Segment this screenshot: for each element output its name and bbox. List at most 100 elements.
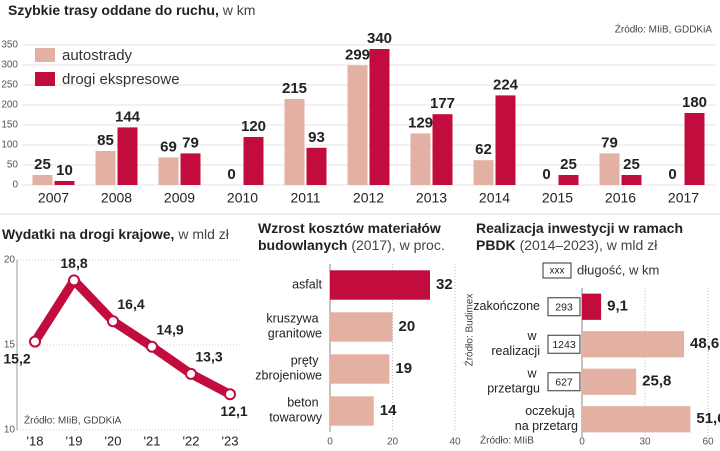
value-label: 13,3 (195, 349, 222, 365)
y-tick-label: 100 (1, 140, 18, 151)
chart-subtitle: w mld zł (178, 226, 229, 242)
value-label: 48,6 (690, 335, 719, 352)
value-label: 69 (160, 138, 177, 155)
value-label: 16,4 (117, 296, 144, 312)
value-label: 180 (682, 94, 707, 111)
bar (117, 127, 138, 185)
value-label: 299 (345, 46, 370, 63)
value-label: 15,2 (3, 350, 30, 366)
label-line: pręty (291, 354, 322, 368)
bar (32, 175, 53, 185)
value-label: 25 (560, 156, 577, 173)
bar (582, 406, 691, 433)
label-line: kruszywa (266, 312, 322, 326)
line (31, 275, 233, 399)
label-line: zbrojeniowe (255, 369, 322, 383)
x-tick-label: 20 (387, 437, 399, 448)
point (224, 388, 236, 401)
label-line: w (527, 367, 541, 381)
x-tick-label: 2011 (290, 190, 320, 206)
y-tick-label: 350 (1, 40, 18, 51)
label-line: granitowe (268, 327, 322, 341)
bar (95, 151, 116, 185)
value-label: 144 (115, 108, 141, 125)
point (146, 340, 158, 353)
value-label: 85 (97, 132, 114, 149)
title-block: Wydatki na drogi krajowe, w mld zł (2, 226, 229, 243)
y-tick-label: 200 (1, 100, 18, 111)
x-tick-label: '23 (222, 433, 239, 448)
x-tick-label: 60 (702, 437, 714, 448)
legend-label: długość, w km (577, 262, 659, 277)
source: Źródło: MIiB, GDDKiA (24, 414, 122, 427)
legend-label: drogi ekspresowe (62, 71, 180, 88)
bar (495, 95, 516, 185)
value-label: 25,8 (642, 373, 671, 390)
chart-title: Szybkie trasy oddane do ruchu, (8, 2, 219, 18)
value-label: 12,1 (220, 403, 247, 419)
bar (180, 153, 201, 185)
value-label: 224 (493, 76, 519, 93)
y-tick-label: 50 (7, 160, 19, 171)
label-line: oczekują (525, 404, 578, 418)
x-tick-label: 2016 (605, 190, 636, 206)
value-label: 0 (668, 166, 676, 183)
x-tick-label: 0 (579, 437, 585, 448)
legend-label: autostrady (62, 47, 133, 64)
category-label: oczekują na przetarg (515, 404, 578, 433)
legend-swatch (35, 48, 55, 62)
bar (473, 160, 494, 185)
value-label: 79 (182, 134, 199, 151)
bar (621, 175, 642, 185)
x-tick-label: '20 (105, 433, 122, 448)
value-label: 93 (308, 129, 325, 146)
value-label: 79 (601, 134, 618, 151)
value-label: 18,8 (60, 255, 87, 271)
label-line: na przetarg (515, 419, 578, 433)
value-label: 177 (430, 95, 455, 112)
bar (330, 312, 393, 342)
value-label: 14 (380, 402, 397, 419)
chart-title: Wzrost kosztów materiałów budowlanych (258, 220, 441, 253)
x-tick-label: 2015 (542, 190, 573, 206)
length-box (547, 372, 581, 392)
point (29, 335, 41, 348)
bar (330, 396, 374, 426)
category-label: kruszywa granitowe (266, 312, 322, 341)
length-box (547, 334, 581, 354)
category-label: zakończone (473, 299, 540, 313)
legend-box (542, 262, 572, 279)
y-tick-label: 15 (4, 340, 16, 351)
category-label: w realizacji (491, 329, 540, 358)
x-tick-label: 2007 (38, 190, 69, 206)
bar (582, 293, 602, 320)
label-line: beton (287, 396, 322, 410)
chart-subtitle: (2014–2023), w mld zł (519, 237, 658, 253)
chart-subtitle: w km (222, 2, 256, 18)
title-block: Szybkie trasy oddane do ruchu, w km (8, 2, 255, 19)
y-tick-label: 0 (12, 180, 18, 191)
point (68, 274, 80, 287)
x-tick-label: 2013 (416, 190, 447, 206)
x-tick-label: 2008 (101, 190, 132, 206)
point (185, 367, 197, 380)
title-block: Wzrost kosztów materiałów budowlanych (2… (258, 220, 473, 254)
chart-subtitle: (2017), w proc. (351, 237, 445, 253)
value-label: 25 (623, 156, 640, 173)
value-label: 25 (34, 156, 51, 173)
chart-title: Realizacja inwestycji w ramach PBDK (476, 220, 683, 253)
bar (599, 153, 620, 185)
value-label: 0 (227, 166, 235, 183)
point (107, 315, 119, 328)
bar (684, 113, 705, 185)
label-line: przetargu (487, 382, 540, 396)
bar (369, 49, 390, 185)
bar (306, 147, 327, 185)
x-tick-label: '22 (183, 433, 200, 448)
value-label: 32 (436, 276, 453, 293)
bar (243, 137, 264, 185)
bar (330, 354, 390, 384)
value-label: 340 (367, 30, 392, 47)
